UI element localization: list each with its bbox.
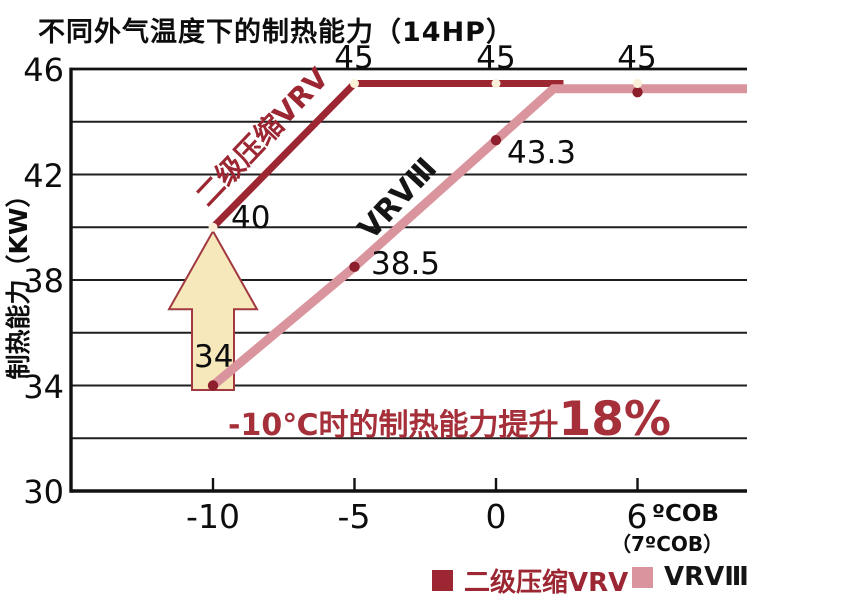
annotation-text: -10℃时的制热能力提升 bbox=[228, 408, 559, 443]
improvement-annotation: -10℃时的制热能力提升 18% bbox=[228, 396, 671, 444]
x-axis-unit-note: （7ºCOB） bbox=[611, 532, 724, 556]
marker-dark-series bbox=[350, 79, 359, 89]
legend-label-dark: 二级压缩VRV bbox=[464, 568, 629, 596]
marker-dark-series bbox=[633, 79, 642, 89]
y-tick-46: 46 bbox=[23, 51, 64, 89]
y-tick-42: 42 bbox=[23, 157, 64, 195]
legend-swatch-pink bbox=[632, 566, 653, 588]
y-tick-38: 38 bbox=[23, 262, 64, 300]
y-tick-34: 34 bbox=[23, 368, 64, 406]
legend-label-pink: VRVⅢ bbox=[664, 562, 749, 592]
series-line-pink bbox=[210, 84, 747, 389]
point-label-dark-45-b: 45 bbox=[476, 40, 516, 76]
x-tick-minus5: -5 bbox=[337, 497, 371, 536]
marker-pink-series bbox=[490, 135, 502, 146]
annotation-percentage: 18% bbox=[558, 392, 672, 447]
x-tick-0: 0 bbox=[485, 497, 507, 536]
legend-swatch-dark bbox=[432, 570, 453, 591]
legend-item-dark: 二级压缩VRV bbox=[432, 562, 628, 596]
marker-pink-series bbox=[632, 86, 643, 98]
y-tick-30: 30 bbox=[23, 473, 64, 511]
point-label-dark-45-c: 45 bbox=[617, 40, 657, 76]
marker-dark-series bbox=[491, 79, 501, 89]
point-label-pink-38-5: 38.5 bbox=[371, 246, 441, 282]
point-label-pink-34: 34 bbox=[194, 339, 234, 375]
marker-pink-series bbox=[349, 261, 360, 273]
x-tick-6: 6 bbox=[626, 497, 648, 536]
point-label-dark-45-a: 45 bbox=[334, 40, 374, 76]
chart-title: 不同外气温度下的制热能力（14HP） bbox=[38, 17, 514, 48]
point-label-dark-40: 40 bbox=[231, 200, 271, 236]
x-tick-minus10: -10 bbox=[186, 497, 240, 536]
legend-item-pink: VRVⅢ bbox=[632, 562, 749, 592]
marker-dark-series bbox=[208, 222, 218, 232]
point-label-pink-43-3: 43.3 bbox=[507, 135, 577, 171]
x-axis-unit: ºCOB bbox=[652, 501, 719, 527]
marker-pink-series bbox=[207, 380, 219, 391]
